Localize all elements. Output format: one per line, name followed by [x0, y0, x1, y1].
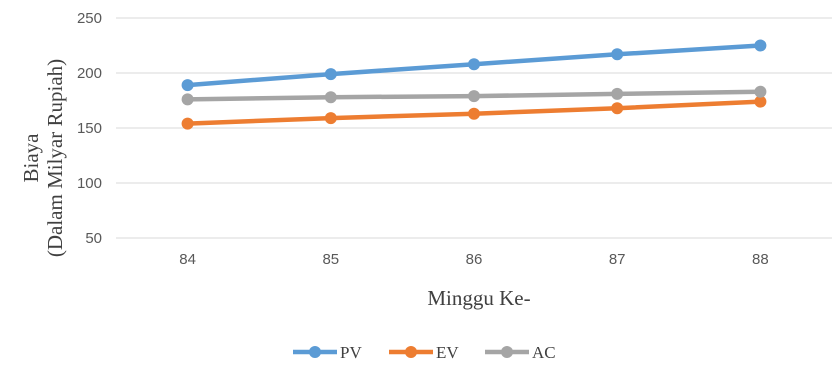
data-point-pv — [754, 39, 767, 52]
legend-label-pv: PV — [340, 343, 362, 362]
data-point-ac — [468, 90, 480, 103]
series-ev — [181, 95, 767, 130]
data-point-ev — [754, 95, 767, 108]
data-point-ev — [611, 102, 624, 115]
y-axis-title: Biaya (Dalam Milyar Rupiah) — [19, 59, 67, 257]
series-group — [181, 39, 767, 130]
series-ac — [181, 85, 767, 106]
gridlines — [116, 17, 832, 239]
legend-label-ac: AC — [532, 343, 556, 362]
legend-swatch-marker-ac — [501, 346, 513, 358]
legend-item-ev: EV — [389, 343, 459, 362]
data-point-ac — [754, 85, 767, 98]
legend-item-ac: AC — [485, 343, 556, 362]
y-tick-label: 250 — [77, 10, 102, 27]
y-tick-label: 150 — [77, 120, 102, 137]
data-point-ev — [324, 112, 337, 125]
series-pv — [181, 39, 767, 92]
x-tick-label: 86 — [466, 251, 483, 268]
data-point-ev — [468, 107, 480, 120]
y-axis-ticks: 50 100 150 200 250 — [77, 10, 102, 247]
x-axis-ticks: 84 85 86 87 88 — [179, 251, 768, 268]
legend: PV EV AC — [293, 343, 556, 362]
data-point-ac — [181, 93, 194, 106]
legend-item-pv: PV — [293, 343, 362, 362]
x-tick-label: 87 — [609, 251, 626, 268]
legend-swatch-marker-pv — [309, 346, 321, 358]
x-tick-label: 84 — [179, 251, 196, 268]
data-point-pv — [324, 68, 337, 81]
data-point-pv — [181, 79, 194, 92]
data-point-ac — [324, 91, 337, 104]
data-point-pv — [468, 58, 480, 71]
x-tick-label: 85 — [322, 251, 339, 268]
y-tick-label: 50 — [85, 230, 102, 247]
legend-swatch-marker-ev — [405, 346, 417, 358]
data-point-ev — [181, 117, 194, 130]
x-axis-title: Minggu Ke- — [427, 286, 530, 310]
legend-label-ev: EV — [436, 343, 459, 362]
y-tick-label: 200 — [77, 65, 102, 82]
y-tick-label: 100 — [77, 175, 102, 192]
y-axis-title-line1: Biaya — [19, 133, 43, 183]
x-tick-label: 88 — [752, 251, 769, 268]
data-point-pv — [611, 48, 624, 61]
data-point-ac — [611, 87, 624, 100]
y-axis-title-line2: (Dalam Milyar Rupiah) — [43, 59, 67, 257]
